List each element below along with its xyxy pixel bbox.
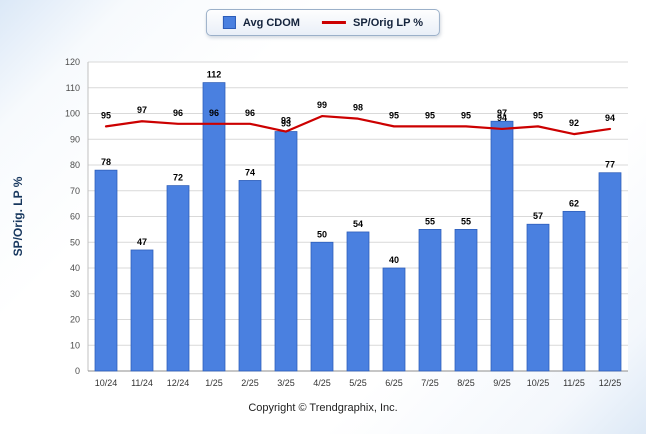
svg-text:50: 50 [317,229,327,239]
legend-item-avg-cdom: Avg CDOM [222,16,300,29]
svg-text:95: 95 [425,110,435,120]
svg-text:93: 93 [281,116,291,126]
svg-text:77: 77 [605,160,615,170]
svg-text:6/25: 6/25 [385,378,403,388]
svg-text:96: 96 [173,108,183,118]
svg-text:10/25: 10/25 [527,378,550,388]
svg-text:95: 95 [101,110,111,120]
svg-text:1/25: 1/25 [205,378,223,388]
svg-text:90: 90 [70,134,80,144]
svg-text:96: 96 [209,108,219,118]
svg-text:10/24: 10/24 [95,378,118,388]
svg-text:95: 95 [533,110,543,120]
svg-text:54: 54 [353,219,363,229]
svg-text:11/24: 11/24 [131,378,153,388]
svg-text:12/24: 12/24 [167,378,190,388]
svg-text:74: 74 [245,167,255,177]
svg-text:110: 110 [66,83,80,93]
svg-text:78: 78 [101,157,111,167]
svg-text:95: 95 [389,110,399,120]
svg-text:9/25: 9/25 [493,378,511,388]
copyright-text: Copyright © Trendgraphix, Inc. [248,402,398,414]
svg-text:93: 93 [281,119,291,129]
svg-text:80: 80 [70,160,80,170]
svg-text:100: 100 [65,109,80,119]
svg-text:20: 20 [70,315,80,325]
bar-swatch-icon [222,16,236,29]
svg-text:60: 60 [70,212,80,222]
svg-text:12/25: 12/25 [599,378,622,388]
line-swatch-icon [321,21,346,24]
svg-text:3/25: 3/25 [277,378,295,388]
svg-text:72: 72 [173,173,183,183]
chart-legend: Avg CDOM SP/Orig LP % [205,9,441,36]
legend-item-sp-orig-lp: SP/Orig LP % [321,16,424,29]
svg-text:0: 0 [75,366,80,376]
svg-text:94: 94 [605,113,615,123]
svg-text:11/25: 11/25 [563,378,585,388]
svg-text:7/25: 7/25 [421,378,439,388]
svg-text:2/25: 2/25 [241,378,259,388]
svg-text:SP/Orig. LP %: SP/Orig. LP % [11,176,25,256]
svg-text:57: 57 [533,211,543,221]
svg-text:120: 120 [65,57,80,67]
svg-text:8/25: 8/25 [457,378,475,388]
svg-text:96: 96 [245,108,255,118]
svg-text:98: 98 [353,103,363,113]
combo-chart: 0 10 20 30 40 50 60 70 80 90 100 110 120 78 47 72 112 74 9… [11,57,628,388]
svg-text:95: 95 [461,110,471,120]
svg-text:92: 92 [569,118,579,128]
svg-text:40: 40 [70,263,80,273]
legend-label-avg-cdom: Avg CDOM [242,16,300,29]
svg-text:99: 99 [317,100,327,110]
svg-text:97: 97 [497,108,507,118]
svg-text:97: 97 [137,105,147,115]
svg-text:94: 94 [497,113,507,123]
svg-text:112: 112 [207,70,222,80]
svg-text:5/25: 5/25 [349,378,367,388]
svg-text:4/25: 4/25 [313,378,331,388]
svg-text:30: 30 [70,289,80,299]
svg-text:55: 55 [425,216,435,226]
svg-text:40: 40 [389,255,399,265]
svg-text:55: 55 [461,216,471,226]
svg-text:50: 50 [70,237,80,247]
legend-label-sp-orig-lp: SP/Orig LP % [352,16,424,29]
svg-text:62: 62 [569,198,579,208]
svg-text:47: 47 [137,237,147,247]
svg-text:10: 10 [70,340,80,350]
svg-text:70: 70 [70,186,80,196]
